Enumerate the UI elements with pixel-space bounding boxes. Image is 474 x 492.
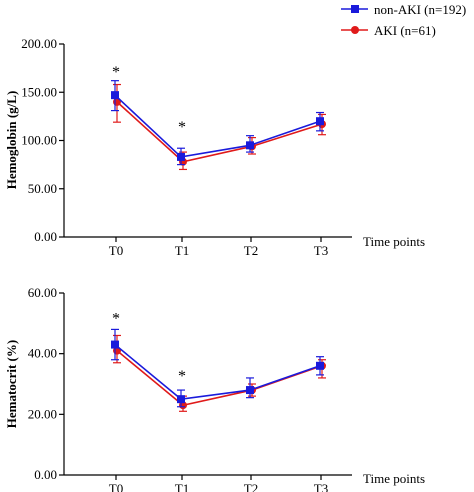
significance-marker: * <box>178 368 186 385</box>
data-point-non-aki <box>111 91 119 100</box>
significance-marker: * <box>112 64 120 81</box>
legend: non-AKI (n=192) AKI (n=61) <box>341 2 466 38</box>
legend-marker-aki <box>351 26 359 34</box>
y-tick-label: 50.00 <box>28 181 57 196</box>
series-aki <box>113 334 326 412</box>
y-tick-label: 60.00 <box>28 285 57 300</box>
legend-marker-non-aki <box>351 5 359 13</box>
data-point-non-aki <box>177 152 185 161</box>
x-tick-label: T0 <box>109 243 123 258</box>
hemoglobin-panel: 0.00 50.00 100.00 150.00 200.00 T0 T1 T2 T3 Time … <box>4 36 425 258</box>
x-tick-label: T2 <box>244 243 258 258</box>
data-point-non-aki <box>316 117 324 126</box>
y-tick-label: 0.00 <box>34 467 57 482</box>
significance-marker: * <box>112 310 120 327</box>
data-point-non-aki <box>111 340 119 349</box>
y-axis-title: Hemoglobin (g/L) <box>4 91 19 190</box>
x-axis-title: Time points <box>363 471 425 486</box>
series-line-non-aki <box>114 94 321 158</box>
series-aki <box>113 83 326 171</box>
legend-entry-aki: AKI (n=61) <box>341 23 436 38</box>
y-tick-label: 200.00 <box>21 36 57 51</box>
hematocrit-panel: 0.00 20.00 40.00 60.00 T0 T1 T2 T3 Time points He… <box>4 285 425 492</box>
significance-marker: * <box>178 119 186 136</box>
x-tick-label: T1 <box>175 243 189 258</box>
series-non-aki <box>111 328 324 408</box>
data-point-non-aki <box>246 386 254 395</box>
x-tick-label: T2 <box>244 481 258 492</box>
legend-label-aki: AKI (n=61) <box>374 23 436 38</box>
y-tick-label: 20.00 <box>28 406 57 421</box>
series-line-aki <box>116 350 323 407</box>
data-point-non-aki <box>177 395 185 404</box>
y-axis-title: Hematocrit (%) <box>4 340 19 428</box>
series-non-aki <box>111 80 324 166</box>
y-tick-label: 100.00 <box>21 133 57 148</box>
x-tick-label: T3 <box>314 481 328 492</box>
y-tick-label: 0.00 <box>34 229 57 244</box>
x-tick-label: T3 <box>314 243 328 258</box>
x-tick-label: T0 <box>109 481 123 492</box>
series-line-non-aki <box>114 343 321 401</box>
series-line-aki <box>116 101 323 163</box>
y-tick-label: 40.00 <box>28 346 57 361</box>
data-point-non-aki <box>316 361 324 370</box>
x-axis-title: Time points <box>363 234 425 249</box>
legend-entry-non-aki: non-AKI (n=192) <box>341 2 466 17</box>
y-tick-label: 150.00 <box>21 84 57 99</box>
legend-label-non-aki: non-AKI (n=192) <box>374 2 466 17</box>
data-point-non-aki <box>246 141 254 150</box>
x-tick-label: T1 <box>175 481 189 492</box>
